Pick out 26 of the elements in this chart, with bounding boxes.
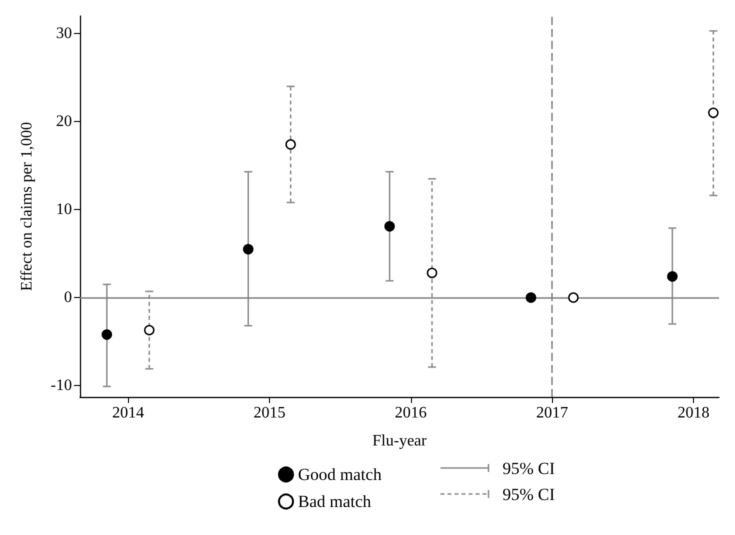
y-tick-label: 0 [64,289,72,306]
text: 95% CI [502,485,556,504]
y-tick-label: 10 [56,201,72,218]
y-tick-label: -10 [50,377,72,394]
point [102,329,112,340]
x-axis-title: Flu-year [372,432,428,450]
x-tick-label: 2014 [112,404,144,422]
point [285,139,296,150]
x-tick-label: 2017 [536,404,568,422]
legend-label: Good match [298,465,382,484]
y-tick-label: 20 [56,113,72,130]
point [144,324,155,336]
point [667,271,678,282]
text: 95% CI [502,459,556,478]
x-tick-label: 2018 [678,404,710,422]
y-tick-label: 30 [56,25,72,42]
y-axis-title: Effect on claims per 1,000 [18,122,36,291]
x-tick-label: 2016 [394,404,427,422]
point [242,244,254,254]
point [526,292,536,303]
point [384,221,395,232]
point [426,268,438,278]
point [708,108,719,118]
point [568,292,579,303]
x-tick-label: 2015 [253,404,286,422]
legend-label: Bad match [298,492,372,511]
